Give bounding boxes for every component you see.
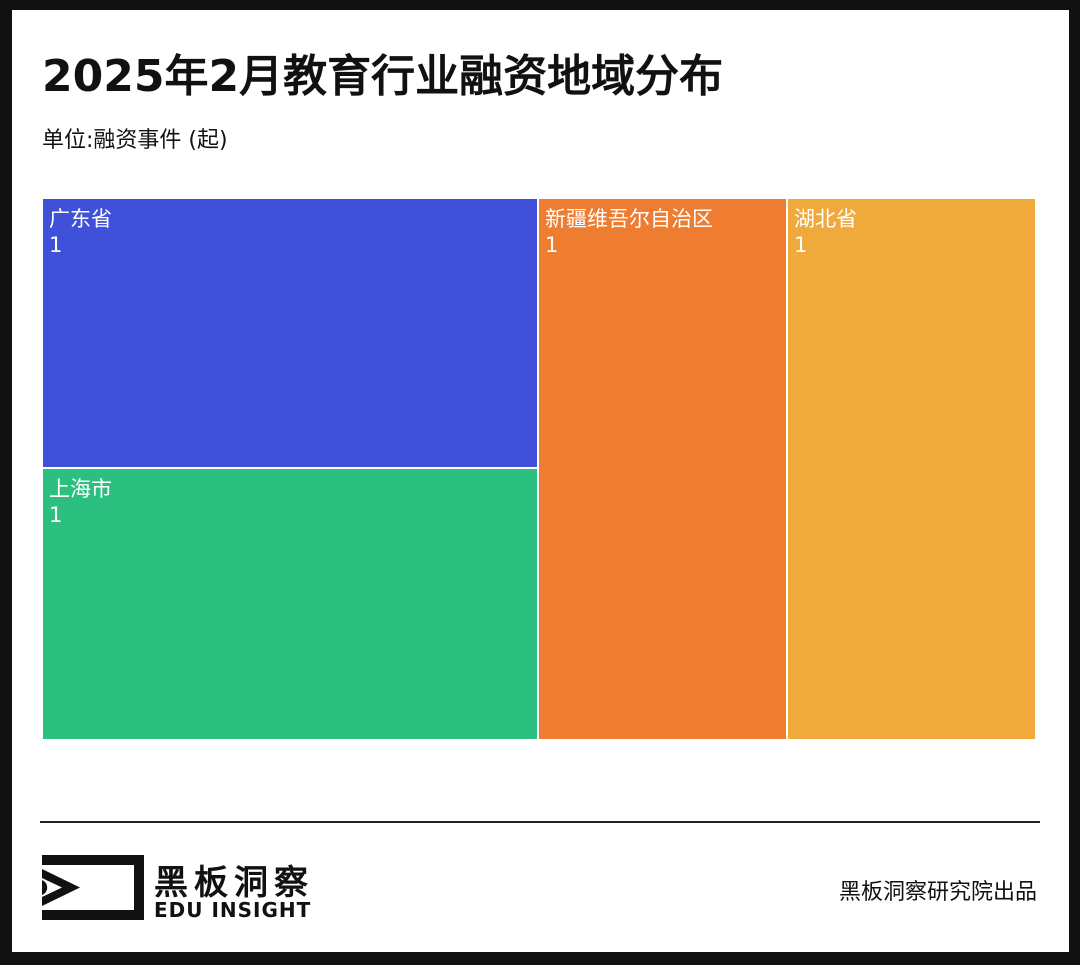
cell-label: 上海市 [49, 477, 112, 501]
cell-value: 1 [49, 233, 63, 257]
credit-text: 黑板洞察研究院出品 [838, 880, 1037, 905]
treemap-cell-guangdong: 广东省 1 [42, 198, 538, 468]
treemap-cell-hubei: 湖北省 1 [787, 198, 1036, 740]
cell-label: 新疆维吾尔自治区 [545, 207, 713, 231]
cell-value: 1 [49, 503, 63, 527]
chart-title: 2025年2月教育行业融资地域分布 [42, 51, 724, 102]
treemap: 广东省 1 上海市 1 新疆维吾尔自治区 1 湖北省 1 [42, 198, 1036, 740]
cell-label: 广东省 [49, 207, 112, 231]
brand-name-en: EDU INSIGHT [154, 898, 312, 922]
chart-unit: 单位:融资事件 (起) [42, 128, 228, 153]
cell-label: 湖北省 [794, 207, 857, 231]
cell-value: 1 [545, 233, 559, 257]
treemap-cell-shanghai: 上海市 1 [42, 468, 538, 740]
treemap-cell-xinjiang: 新疆维吾尔自治区 1 [538, 198, 787, 740]
cell-value: 1 [794, 233, 808, 257]
brand-name-cn: 黑板洞察 [154, 863, 314, 903]
chart-card: 2025年2月教育行业融资地域分布 单位:融资事件 (起) 广东省 1 上海市 … [12, 10, 1069, 952]
footer-divider [40, 821, 1040, 823]
eye-play-logo-icon [42, 855, 144, 920]
